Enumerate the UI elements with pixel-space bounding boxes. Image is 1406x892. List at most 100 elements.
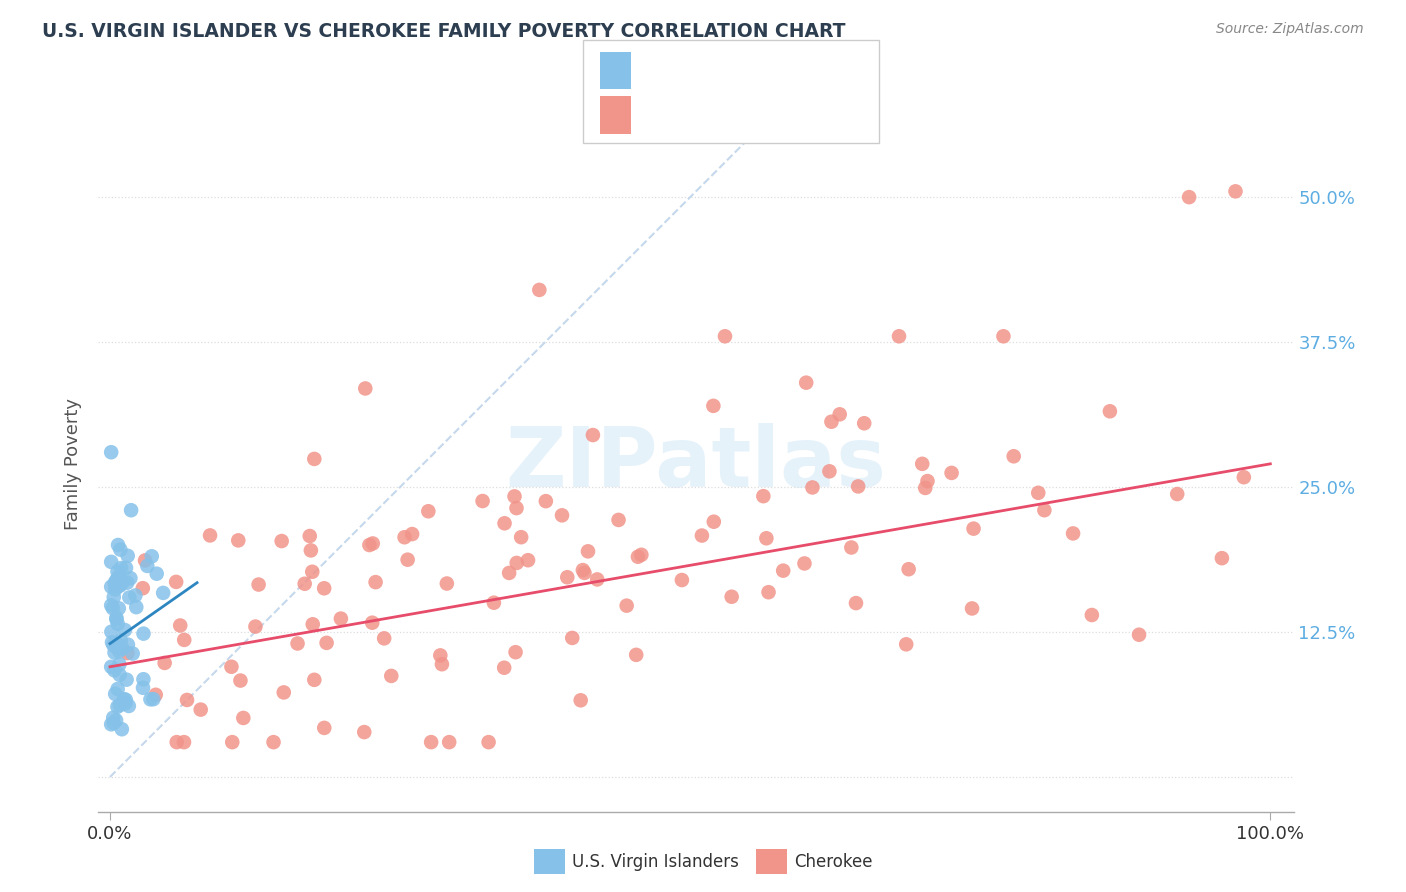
Point [100,624,122,639]
Text: U.S. VIRGIN ISLANDER VS CHEROKEE FAMILY POVERTY CORRELATION CHART: U.S. VIRGIN ISLANDER VS CHEROKEE FAMILY … [42,22,845,41]
Point [794,376,817,390]
Point [1178,190,1201,204]
Point [110,561,132,575]
Point [107,681,129,696]
Point [582,428,605,442]
Point [517,553,540,567]
Point [245,619,267,633]
Point [801,480,824,494]
Point [190,703,212,717]
Point [120,571,142,585]
Point [703,515,725,529]
Point [153,656,176,670]
Point [103,638,125,652]
Point [793,557,815,571]
Point [576,544,599,558]
Point [720,590,742,604]
Point [226,533,249,548]
Point [304,673,326,687]
Point [132,681,155,695]
Text: N =: N = [745,61,785,78]
Point [121,647,143,661]
Point [1081,607,1104,622]
Point [887,329,910,343]
Point [221,659,243,673]
Point [498,566,520,580]
Text: U.S. Virgin Islanders: U.S. Virgin Islanders [572,853,740,871]
Point [430,657,453,672]
Text: 0.408: 0.408 [688,105,745,123]
Point [314,582,336,596]
Point [115,561,138,575]
Point [845,596,868,610]
Point [105,640,128,655]
Point [494,516,516,531]
Point [124,589,146,603]
Point [108,657,131,672]
Point [120,503,142,517]
Point [176,693,198,707]
Point [247,577,270,591]
Point [107,699,129,714]
Point [818,464,841,478]
Point [136,558,159,573]
Text: 0.170: 0.170 [688,61,744,78]
Point [329,611,352,625]
Point [103,716,125,731]
Point [287,636,309,650]
Point [117,646,139,660]
Point [304,451,326,466]
Point [1225,184,1247,198]
Point [354,381,377,395]
Point [914,481,936,495]
Point [401,527,423,541]
Point [103,664,125,678]
Point [104,575,127,590]
Point [110,542,132,557]
Point [364,575,387,590]
Point [420,735,443,749]
Point [772,564,794,578]
Point [107,579,129,593]
Point [142,692,165,706]
Point [1128,628,1150,642]
Point [100,599,122,613]
Point [1033,503,1056,517]
Point [394,530,416,544]
Point [139,692,162,706]
Point [294,576,316,591]
Text: N =: N = [745,105,785,123]
Point [110,575,132,590]
Point [107,570,129,584]
Point [107,601,129,615]
Point [911,457,934,471]
Point [145,688,167,702]
Point [111,575,134,590]
Point [100,717,122,731]
Point [962,522,984,536]
Point [100,555,122,569]
Point [132,672,155,686]
Point [586,573,609,587]
Point [418,504,440,518]
Text: 70: 70 [787,61,813,78]
Point [841,541,863,555]
Point [103,590,125,604]
Point [115,575,138,590]
Point [270,534,292,549]
Point [152,586,174,600]
Point [298,529,321,543]
Point [353,725,375,739]
Point [111,641,134,656]
Point [828,407,851,421]
Point [107,616,129,631]
Point [173,735,195,749]
Point [105,612,128,626]
Point [574,566,596,580]
Point [758,585,780,599]
Point [114,696,136,710]
Point [173,632,195,647]
Point [132,626,155,640]
Point [1062,526,1084,541]
Point [107,638,129,652]
